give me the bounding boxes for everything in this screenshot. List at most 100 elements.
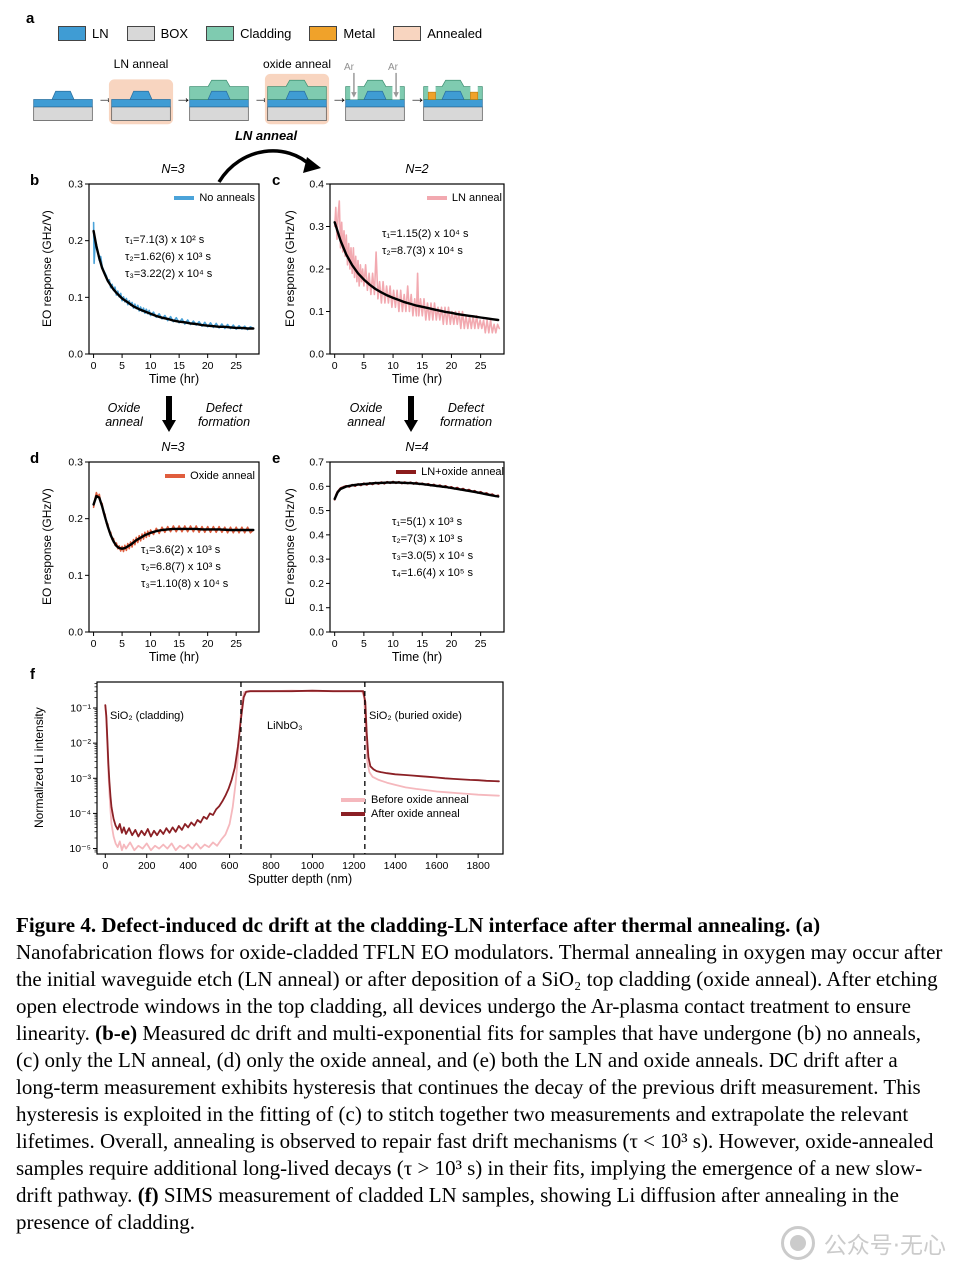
metal-contact-diagram — [423, 79, 483, 121]
chart-svg-e: 0 5 10 15 20 25 0.0 0.1 0.2 0.3 0.4 0.5 0.6 0.7 — [309, 457, 505, 650]
y-axis-label-d: EO response (GHz/V) — [40, 488, 54, 606]
chart-panel-c: 0 5 10 15 20 25 0.0 0.1 0.2 0.3 0.4 EO response (G… — [283, 178, 512, 393]
sample-count-d: N=3 — [161, 440, 185, 454]
svg-text:0: 0 — [91, 360, 97, 372]
legend-item-cladding: Cladding — [206, 26, 291, 41]
panel-a-label: a — [26, 10, 35, 27]
chart-svg-c: 0 5 10 15 20 25 0.0 0.1 0.2 0.3 0.4 — [309, 179, 505, 372]
svg-text:600: 600 — [221, 860, 239, 872]
svg-text:1400: 1400 — [384, 860, 408, 872]
ar-label: Ar — [344, 62, 354, 73]
legend-c: LN anneal — [426, 192, 502, 204]
legend-item-annealed: Annealed — [393, 26, 482, 41]
svg-text:25: 25 — [475, 360, 487, 372]
svg-text:15: 15 — [173, 360, 185, 372]
svg-text:0.1: 0.1 — [309, 602, 324, 614]
process-step-3-cladding — [186, 72, 252, 127]
legend-line-before — [341, 798, 365, 802]
svg-text:0.2: 0.2 — [309, 264, 324, 276]
transition-annotation-right: Oxide anneal Defect formation — [330, 396, 512, 434]
ln-label: LN — [92, 26, 109, 41]
svg-text:0: 0 — [102, 860, 108, 872]
chart-svg-b: 0 5 10 15 20 25 0.0 0.1 0.2 0.3 — [68, 179, 260, 372]
svg-text:1600: 1600 — [425, 860, 449, 872]
step-arrow-icon: → — [331, 88, 348, 107]
process-step-2-ln-anneal — [108, 72, 174, 127]
svg-text:10: 10 — [145, 638, 157, 650]
svg-text:10: 10 — [387, 638, 399, 650]
box-label: BOX — [160, 26, 189, 41]
process-step-4-oxide-anneal — [264, 72, 330, 127]
y-axis-label-e: EO response (GHz/V) — [283, 488, 297, 606]
svg-text:10: 10 — [387, 360, 399, 372]
cladding-swatch — [206, 26, 235, 41]
legend-item-before: Before oxide anneal — [341, 794, 469, 806]
legend-item-box: BOX — [126, 26, 189, 41]
legend-label-after: After oxide anneal — [371, 808, 460, 820]
svg-text:10⁻¹: 10⁻¹ — [70, 703, 91, 715]
step-arrow-icon: → — [409, 88, 426, 107]
chart-panel-e: 0 5 10 15 20 25 0.0 0.1 0.2 0.3 0.4 0.5 0.6 0.7 EO re… — [283, 456, 512, 671]
x-axis-label-b: Time (hr) — [148, 372, 200, 386]
region-label-buried-oxide: SiO₂ (buried oxide) — [369, 710, 462, 722]
svg-text:0.2: 0.2 — [68, 235, 83, 247]
x-axis-label-f: Sputter depth (nm) — [247, 872, 353, 886]
svg-text:0.1: 0.1 — [309, 306, 324, 318]
legend-line-e — [396, 470, 417, 474]
legend-label-c: LN anneal — [451, 192, 502, 204]
legend-line-b — [174, 196, 195, 200]
metal-swatch — [309, 26, 338, 41]
down-arrow-icon — [404, 396, 418, 432]
svg-text:0.5: 0.5 — [309, 505, 324, 517]
svg-text:0.7: 0.7 — [309, 457, 324, 469]
process-step-5-ar-plasma — [342, 72, 408, 127]
chart-panel-f: 0 200 400 600 800 1000 1200 1400 1600 1800 10⁻⁵ 10⁻… — [32, 676, 513, 896]
svg-text:15: 15 — [173, 638, 185, 650]
svg-text:800: 800 — [262, 860, 280, 872]
ar-label: Ar — [388, 62, 398, 73]
legend-f: Before oxide anneal After oxide anneal — [341, 794, 469, 822]
cladding-deposition-diagram — [189, 79, 249, 121]
svg-text:0.0: 0.0 — [309, 627, 324, 639]
chart-svg-d: 0 5 10 15 20 25 0.0 0.1 0.2 0.3 — [68, 457, 260, 650]
svg-text:10⁻²: 10⁻² — [70, 738, 91, 750]
legend-line-after — [341, 812, 365, 816]
svg-text:10⁻³: 10⁻³ — [70, 773, 91, 785]
chart-panel-d: 0 5 10 15 20 25 0.0 0.1 0.2 0.3 EO response (GHz/… — [40, 456, 267, 671]
defect-formation-text: Defect formation — [439, 401, 493, 429]
legend-line-d — [165, 474, 186, 478]
svg-text:5: 5 — [361, 360, 367, 372]
ln-anneal-arrow-label: LN anneal — [234, 128, 298, 143]
ln-anneal-diagram — [108, 79, 174, 125]
svg-text:0.6: 0.6 — [309, 481, 324, 493]
x-axis-label-d: Time (hr) — [148, 650, 200, 664]
panel-b-label: b — [30, 172, 40, 189]
waveguide-etch-diagram — [33, 90, 93, 121]
ln-anneal-arrow-icon — [213, 140, 321, 193]
process-step-1 — [30, 72, 96, 127]
svg-text:20: 20 — [446, 360, 458, 372]
svg-text:1000: 1000 — [301, 860, 325, 872]
legend-label-e: LN+oxide anneal — [421, 466, 504, 478]
transition-annotation-left: Oxide anneal Defect formation — [88, 396, 270, 434]
legend-b: No anneals — [174, 192, 255, 204]
svg-text:0.1: 0.1 — [68, 292, 83, 304]
panel-e-label: e — [272, 450, 281, 467]
watermark-text: 公众号·无心 — [823, 1233, 946, 1259]
svg-text:10⁻⁵: 10⁻⁵ — [69, 843, 91, 855]
svg-text:5: 5 — [119, 638, 125, 650]
svg-text:0.0: 0.0 — [68, 349, 83, 361]
svg-text:5: 5 — [119, 360, 125, 372]
defect-formation-text: Defect formation — [197, 401, 251, 429]
legend-item-metal: Metal — [309, 26, 375, 41]
legend-item-after: After oxide anneal — [341, 808, 469, 820]
svg-text:0.4: 0.4 — [309, 179, 324, 191]
chart-svg-f: 0 200 400 600 800 1000 1200 1400 1600 1800 10⁻⁵ 10⁻… — [69, 681, 504, 872]
x-axis-label-c: Time (hr) — [391, 372, 443, 386]
cladding-label: Cladding — [240, 26, 292, 41]
svg-text:0.4: 0.4 — [309, 529, 324, 541]
region-label-cladding: SiO₂ (cladding) — [110, 710, 184, 722]
step-arrow-icon: → — [175, 88, 192, 107]
panel-d-label: d — [30, 450, 40, 467]
